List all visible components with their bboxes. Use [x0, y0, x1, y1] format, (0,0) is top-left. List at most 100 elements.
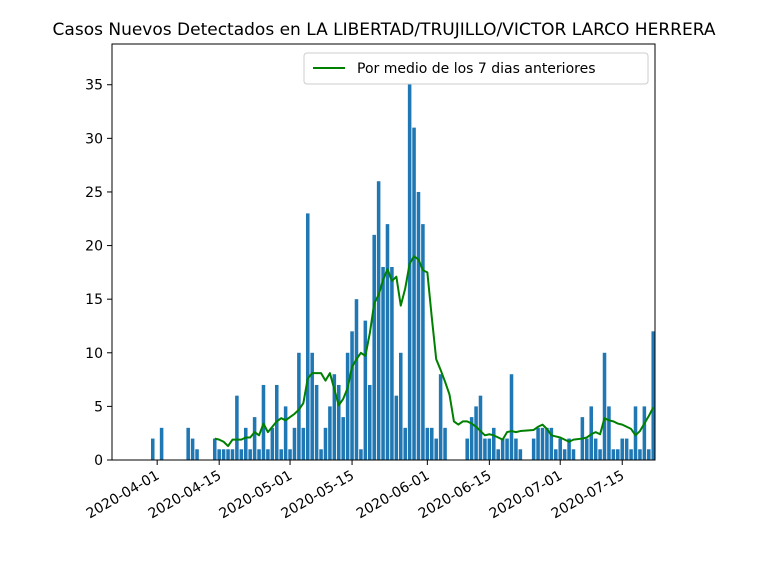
bar	[190, 438, 195, 460]
bar	[465, 438, 469, 460]
bar	[425, 427, 430, 460]
bar	[438, 374, 443, 460]
bar	[394, 395, 399, 460]
bar	[301, 427, 306, 460]
bar	[323, 427, 328, 460]
bar	[235, 395, 239, 460]
bar	[368, 384, 372, 460]
bar	[545, 427, 549, 460]
bar	[607, 406, 611, 460]
legend-box	[303, 52, 649, 85]
bar	[500, 438, 505, 460]
bars-layer	[150, 74, 655, 461]
bar	[624, 438, 629, 460]
bar	[629, 449, 633, 460]
bar	[226, 449, 230, 460]
bar	[554, 449, 558, 460]
bar	[540, 427, 545, 460]
bar	[620, 438, 624, 460]
bar	[642, 406, 647, 460]
y-tick-label: 25	[85, 185, 103, 201]
bar	[328, 406, 332, 460]
bar	[195, 449, 199, 460]
bar	[598, 449, 602, 460]
y-tick-label: 10	[85, 346, 103, 362]
legend: Por medio de los 7 dias anteriores	[303, 52, 649, 85]
bar	[252, 417, 257, 460]
bar	[266, 449, 270, 460]
bar	[288, 449, 292, 460]
bar	[434, 438, 438, 460]
bar	[212, 438, 217, 460]
y-tick-label: 15	[85, 292, 103, 308]
bar	[496, 449, 500, 460]
bar	[558, 438, 562, 460]
bar	[345, 352, 350, 460]
bar	[638, 449, 642, 460]
bar	[647, 449, 651, 460]
bar	[372, 234, 376, 460]
x-axis: 2020-04-012020-04-152020-05-012020-05-15…	[84, 460, 627, 522]
bar	[567, 438, 571, 460]
bar	[310, 352, 314, 460]
plot-frame	[111, 43, 656, 461]
bar	[332, 374, 337, 460]
bar	[243, 427, 248, 460]
bar	[354, 299, 359, 460]
bar	[270, 427, 275, 460]
bar	[611, 449, 616, 460]
bar	[602, 352, 607, 460]
bar	[399, 352, 403, 460]
bar	[297, 352, 301, 460]
bar	[478, 395, 483, 460]
bar	[261, 384, 266, 460]
bar	[279, 449, 283, 460]
bar	[536, 427, 540, 460]
bar	[518, 449, 523, 460]
bar	[319, 449, 323, 460]
bar	[363, 320, 368, 460]
bar	[549, 427, 554, 460]
bar	[430, 427, 434, 460]
bar	[403, 427, 407, 460]
legend-label: Por medio de los 7 dias anteriores	[357, 61, 596, 77]
bar	[651, 331, 655, 460]
bar	[337, 384, 341, 460]
moving-average-line	[214, 255, 655, 448]
bar	[469, 417, 474, 460]
bar	[492, 427, 496, 460]
bar	[585, 438, 589, 460]
bar	[305, 213, 310, 460]
bar	[217, 449, 221, 460]
bar	[416, 191, 421, 460]
chart-title: Casos Nuevos Detectados en LA LIBERTAD/T…	[53, 20, 716, 40]
bar	[483, 438, 487, 460]
bar	[341, 417, 345, 460]
bar	[248, 449, 252, 460]
y-tick-label: 20	[85, 239, 103, 255]
bar	[359, 449, 363, 460]
bar	[239, 449, 244, 460]
bar	[257, 449, 261, 460]
bar	[633, 406, 638, 460]
y-tick-label: 35	[85, 78, 103, 94]
bar	[474, 406, 478, 460]
bar	[443, 427, 447, 460]
bar	[292, 427, 297, 460]
bar	[376, 181, 381, 461]
line-layer	[214, 255, 655, 448]
y-tick-label: 5	[94, 399, 103, 415]
bar	[221, 449, 226, 460]
y-tick-label: 30	[85, 131, 103, 147]
bar	[562, 449, 567, 460]
bar	[616, 449, 620, 460]
bar	[314, 384, 319, 460]
bar	[531, 438, 536, 460]
bar	[505, 438, 509, 460]
bar	[514, 438, 518, 460]
bar	[390, 267, 394, 460]
y-tick-label: 0	[94, 453, 103, 469]
bar	[385, 224, 390, 460]
